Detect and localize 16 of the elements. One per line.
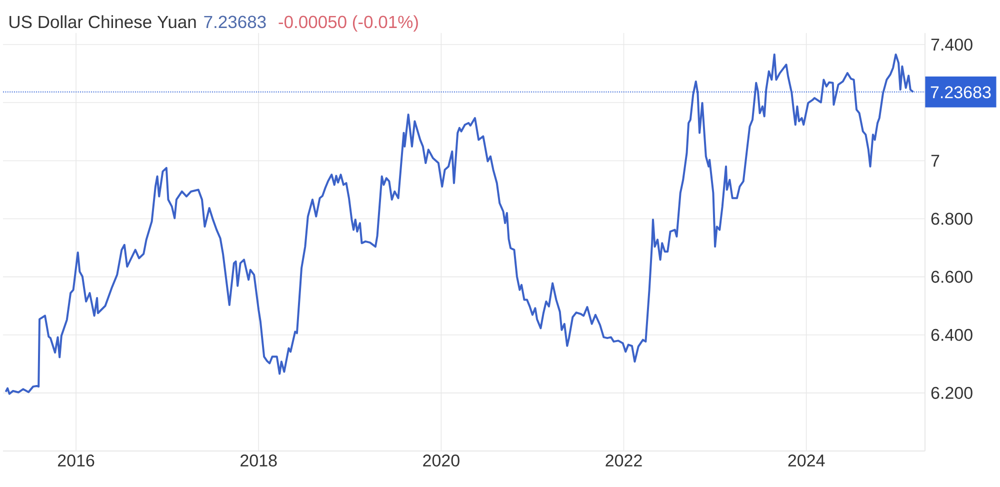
y-tick-label: 7 [931, 154, 940, 167]
x-tick-label: 2016 [58, 454, 94, 467]
y-tick-label: 6.800 [931, 212, 972, 225]
x-tick-label: 2022 [606, 454, 642, 467]
chart-title: US Dollar Chinese Yuan [10, 15, 196, 28]
x-tick-label: 2020 [423, 454, 460, 467]
y-tick-label: 6.200 [931, 386, 972, 399]
x-tick-label: 2018 [240, 454, 277, 467]
text: -0.00050 (-0.01%) [278, 15, 418, 32]
line-series [4, 53, 914, 395]
text: 7.23683 [204, 16, 266, 28]
y-tick-label: 7.400 [931, 38, 972, 51]
y-tick-label: 6.400 [931, 328, 972, 341]
x-tick-label: 2024 [788, 454, 825, 467]
ref-line-label: 7.23683 [930, 86, 991, 98]
y-tick-label: 6.600 [931, 270, 972, 283]
